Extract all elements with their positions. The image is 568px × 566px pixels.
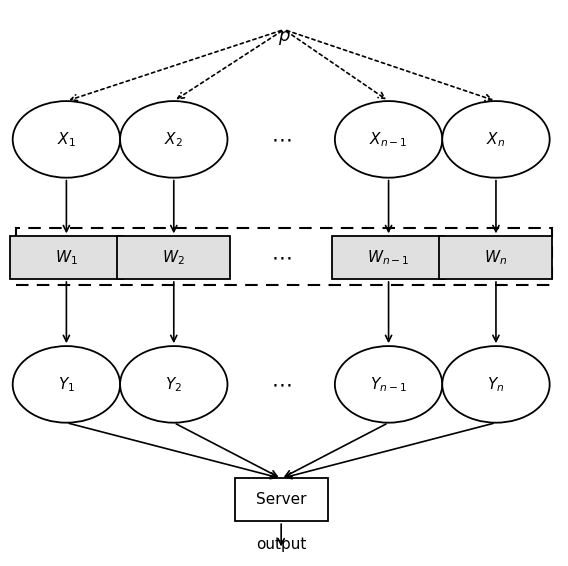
Bar (117, 236, 230, 279)
Text: $X_2$: $X_2$ (164, 130, 183, 149)
Bar (332, 236, 445, 279)
Text: $Y_1$: $Y_1$ (58, 375, 75, 394)
Text: $Y_2$: $Y_2$ (165, 375, 182, 394)
Text: p: p (278, 27, 290, 45)
Text: $X_1$: $X_1$ (57, 130, 76, 149)
Bar (440, 236, 553, 279)
Text: Server: Server (256, 492, 306, 507)
Ellipse shape (12, 101, 120, 178)
Text: $W_1$: $W_1$ (55, 248, 78, 267)
Ellipse shape (120, 101, 227, 178)
Text: output: output (256, 537, 306, 552)
Bar (10, 236, 123, 279)
Text: $X_n$: $X_n$ (486, 130, 506, 149)
Text: $W_n$: $W_n$ (485, 248, 507, 267)
Bar (235, 478, 328, 521)
Text: $Y_{n-1}$: $Y_{n-1}$ (370, 375, 407, 394)
Text: $\cdots$: $\cdots$ (271, 374, 291, 395)
Text: $Y_n$: $Y_n$ (487, 375, 504, 394)
Text: $\cdots$: $\cdots$ (271, 130, 291, 149)
Ellipse shape (442, 101, 550, 178)
Text: $X_{n-1}$: $X_{n-1}$ (369, 130, 408, 149)
Ellipse shape (120, 346, 227, 423)
Ellipse shape (12, 346, 120, 423)
Text: $W_2$: $W_2$ (162, 248, 185, 267)
Ellipse shape (335, 101, 442, 178)
Text: $\cdots$: $\cdots$ (271, 248, 291, 268)
Ellipse shape (442, 346, 550, 423)
Ellipse shape (335, 346, 442, 423)
Bar (15, 228, 553, 285)
Text: $W_{n-1}$: $W_{n-1}$ (367, 248, 410, 267)
